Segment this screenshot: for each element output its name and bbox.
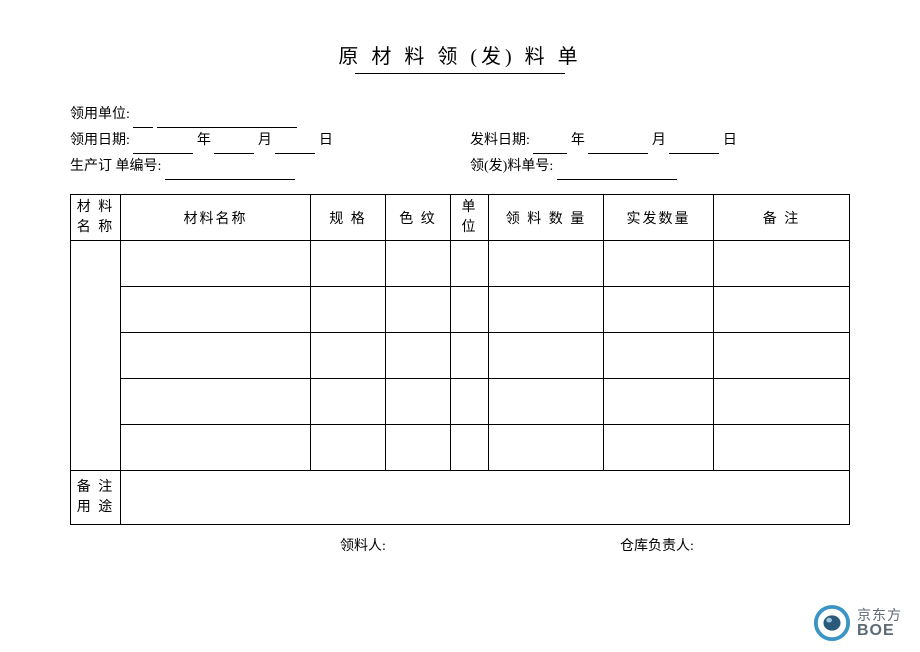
use-year-field[interactable] xyxy=(133,136,193,154)
th-spec: 规 格 xyxy=(311,195,386,241)
prod-order-field[interactable] xyxy=(165,162,295,180)
table-cell[interactable] xyxy=(489,287,604,333)
day-label: 日 xyxy=(319,133,333,148)
table-cell[interactable] xyxy=(714,241,850,287)
table-cell[interactable] xyxy=(714,333,850,379)
day-label-2: 日 xyxy=(723,133,737,148)
table-cell[interactable] xyxy=(604,425,714,471)
table-cell[interactable] xyxy=(451,333,489,379)
table-cell[interactable] xyxy=(386,241,451,287)
table-cell[interactable] xyxy=(489,333,604,379)
table-cell[interactable] xyxy=(121,333,311,379)
issue-day-field[interactable] xyxy=(669,136,719,154)
table-cell[interactable] xyxy=(311,287,386,333)
use-day-field[interactable] xyxy=(275,136,315,154)
slip-no-label: 领(发)料单号: xyxy=(470,159,553,174)
th-color: 色 纹 xyxy=(386,195,451,241)
th-name: 材料名称 xyxy=(121,195,311,241)
unit-label: 领用单位: xyxy=(70,107,130,122)
th-group: 材 料名 称 xyxy=(71,195,121,241)
month-label: 月 xyxy=(258,133,272,148)
table-cell[interactable] xyxy=(451,425,489,471)
table-cell[interactable] xyxy=(386,333,451,379)
prod-order-label: 生产订 单编号: xyxy=(70,159,161,174)
table-cell[interactable] xyxy=(386,287,451,333)
th-remark: 备 注 xyxy=(714,195,850,241)
table-cell[interactable] xyxy=(386,425,451,471)
logo-cn-text: 京东方 xyxy=(857,607,902,623)
table-cell[interactable] xyxy=(311,333,386,379)
issue-year-field[interactable] xyxy=(533,136,567,154)
issue-month-field[interactable] xyxy=(588,136,648,154)
use-month-field[interactable] xyxy=(214,136,254,154)
year-label: 年 xyxy=(197,133,211,148)
table-cell[interactable] xyxy=(714,287,850,333)
slip-no-field[interactable] xyxy=(557,162,677,180)
group-cell xyxy=(71,241,121,471)
meta-block: 领用单位: 领用日期: 年 月 日 发料日期: 年 月 xyxy=(70,102,850,180)
material-table: 材 料名 称 材料名称 规 格 色 纹 单位 领 料 数 量 实发数量 备 注 xyxy=(70,194,850,525)
table-cell[interactable] xyxy=(386,379,451,425)
table-cell[interactable] xyxy=(311,379,386,425)
table-cell[interactable] xyxy=(451,241,489,287)
table-cell[interactable] xyxy=(489,379,604,425)
table-cell[interactable] xyxy=(451,379,489,425)
keeper-label: 仓库负责人: xyxy=(620,539,694,554)
table-cell[interactable] xyxy=(311,241,386,287)
th-req-qty: 领 料 数 量 xyxy=(489,195,604,241)
remark-label-cell: 备 注用 途 xyxy=(71,471,121,525)
table-cell[interactable] xyxy=(604,241,714,287)
table-cell[interactable] xyxy=(604,287,714,333)
table-cell[interactable] xyxy=(121,425,311,471)
table-cell[interactable] xyxy=(451,287,489,333)
boe-logo: 京东方 BOE xyxy=(813,604,902,642)
unit-field[interactable] xyxy=(157,110,297,128)
table-cell[interactable] xyxy=(121,379,311,425)
table-cell[interactable] xyxy=(121,241,311,287)
th-unit: 单位 xyxy=(451,195,489,241)
logo-icon xyxy=(813,604,851,642)
table-cell[interactable] xyxy=(311,425,386,471)
table-cell[interactable] xyxy=(604,379,714,425)
title-underline xyxy=(355,73,565,74)
use-date-label: 领用日期: xyxy=(70,133,130,148)
table-cell[interactable] xyxy=(489,425,604,471)
remark-content-cell[interactable] xyxy=(121,471,850,525)
table-cell[interactable] xyxy=(604,333,714,379)
issue-date-label: 发料日期: xyxy=(470,133,530,148)
table-cell[interactable] xyxy=(489,241,604,287)
signature-row: 领料人: 仓库负责人: xyxy=(70,535,850,555)
picker-label: 领料人: xyxy=(340,539,386,554)
form-title: 原 材 料 领 (发) 料 单 xyxy=(70,40,850,69)
year-label-2: 年 xyxy=(571,133,585,148)
table-cell[interactable] xyxy=(714,379,850,425)
th-act-qty: 实发数量 xyxy=(604,195,714,241)
table-cell[interactable] xyxy=(714,425,850,471)
table-cell[interactable] xyxy=(121,287,311,333)
blank xyxy=(133,110,153,128)
month-label-2: 月 xyxy=(652,133,666,148)
logo-en-text: BOE xyxy=(857,623,902,639)
